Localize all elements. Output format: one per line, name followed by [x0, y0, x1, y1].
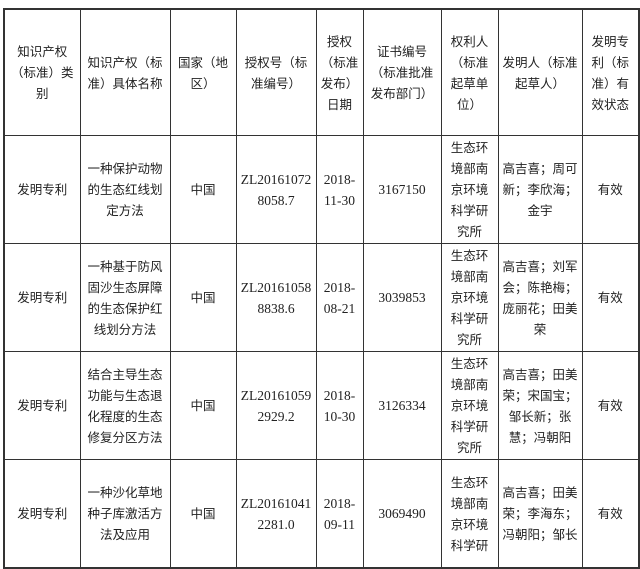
cell-holder: 生态环境部南京环境科学研究所: [440, 135, 499, 244]
cell-cert: 3069490: [362, 459, 442, 569]
cell-inventors: 高吉喜；刘军会；陈艳梅；庞丽花；田美荣: [497, 243, 583, 352]
cell-country: 中国: [169, 351, 237, 460]
cell-date: 2018-11-30: [315, 135, 364, 244]
cell-country: 中国: [169, 243, 237, 352]
header-type: 知识产权（标准）类别: [3, 8, 81, 136]
cell-date: 2018-09-11: [315, 459, 364, 569]
header-date: 授权（标准发布）日期: [315, 8, 364, 136]
cell-status: 有效: [581, 459, 640, 569]
cell-country: 中国: [169, 459, 237, 569]
cell-inventors: 高吉喜；周可新；李欣海；金宇: [497, 135, 583, 244]
cell-type: 发明专利: [3, 351, 81, 460]
cell-holder: 生态环境部南京环境科学研究所: [440, 243, 499, 352]
cell-number: ZL201610592929.2: [235, 351, 317, 460]
table-row: 发明专利 结合主导生态功能与生态退化程度的生态修复分区方法 中国 ZL20161…: [3, 351, 640, 460]
header-number: 授权号（标准编号）: [235, 8, 317, 136]
header-holder: 权利人（标准起草单位）: [440, 8, 499, 136]
patent-table: 知识产权（标准）类别 知识产权（标准）具体名称 国家（地区） 授权号（标准编号）…: [3, 8, 640, 569]
cell-type: 发明专利: [3, 243, 81, 352]
cell-inventors: 高吉喜；田美荣；宋国宝；邹长新；张慧；冯朝阳: [497, 351, 583, 460]
cell-name: 结合主导生态功能与生态退化程度的生态修复分区方法: [79, 351, 171, 460]
cell-date: 2018-10-30: [315, 351, 364, 460]
cell-type: 发明专利: [3, 459, 81, 569]
cell-holder: 生态环境部南京环境科学研: [440, 459, 499, 569]
cell-holder: 生态环境部南京环境科学研究所: [440, 351, 499, 460]
cell-inventors: 高吉喜；田美荣；李海东；冯朝阳；邹长: [497, 459, 583, 569]
cell-status: 有效: [581, 243, 640, 352]
cell-number: ZL201610728058.7: [235, 135, 317, 244]
cell-status: 有效: [581, 351, 640, 460]
cell-name: 一种保护动物的生态红线划定方法: [79, 135, 171, 244]
cell-number: ZL201610412281.0: [235, 459, 317, 569]
header-inventors: 发明人（标准起草人）: [497, 8, 583, 136]
cell-cert: 3167150: [362, 135, 442, 244]
cell-name: 一种沙化草地种子库激活方法及应用: [79, 459, 171, 569]
cell-name: 一种基于防风固沙生态屏障的生态保护红线划分方法: [79, 243, 171, 352]
table-row: 发明专利 一种基于防风固沙生态屏障的生态保护红线划分方法 中国 ZL201610…: [3, 243, 640, 352]
cell-type: 发明专利: [3, 135, 81, 244]
table-row: 发明专利 一种保护动物的生态红线划定方法 中国 ZL201610728058.7…: [3, 135, 640, 244]
header-name: 知识产权（标准）具体名称: [79, 8, 171, 136]
header-country: 国家（地区）: [169, 8, 237, 136]
cell-number: ZL201610588838.6: [235, 243, 317, 352]
cell-status: 有效: [581, 135, 640, 244]
header-status: 发明专利（标准）有效状态: [581, 8, 640, 136]
cell-cert: 3039853: [362, 243, 442, 352]
header-cert: 证书编号（标准批准发布部门）: [362, 8, 442, 136]
cell-date: 2018-08-21: [315, 243, 364, 352]
cell-cert: 3126334: [362, 351, 442, 460]
table-row: 发明专利 一种沙化草地种子库激活方法及应用 中国 ZL201610412281.…: [3, 459, 640, 569]
cell-country: 中国: [169, 135, 237, 244]
header-row: 知识产权（标准）类别 知识产权（标准）具体名称 国家（地区） 授权号（标准编号）…: [3, 8, 640, 136]
